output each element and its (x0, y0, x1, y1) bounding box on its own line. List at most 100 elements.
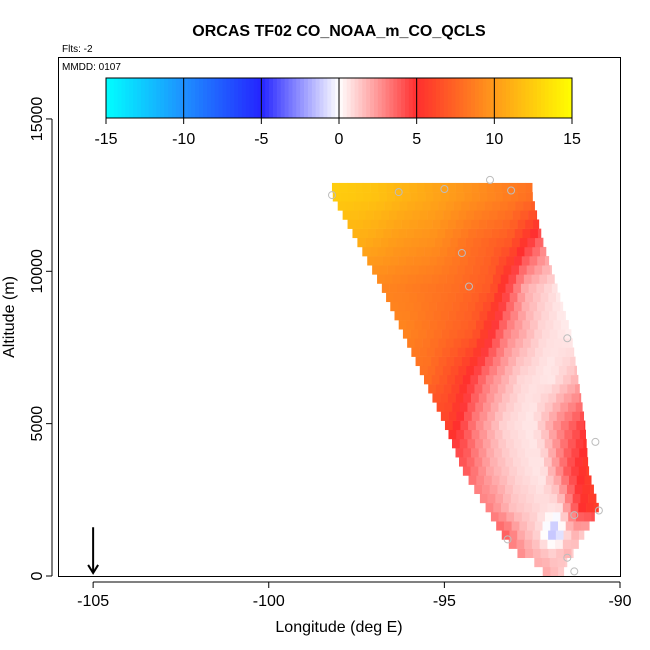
field-cell (495, 192, 504, 202)
field-cell (448, 192, 457, 202)
colorbar-segment (467, 78, 472, 118)
field-cell (433, 192, 442, 202)
field-cell (449, 265, 458, 275)
field-cell (497, 484, 506, 495)
field-cell (498, 512, 507, 522)
field-cell (549, 411, 558, 421)
field-cell (451, 283, 460, 293)
observation-point (503, 535, 512, 544)
field-cell (568, 402, 577, 412)
field-cell (461, 201, 470, 211)
field-cell (494, 292, 503, 303)
colorbar-segment (443, 78, 449, 118)
field-cell (534, 521, 543, 531)
field-cell (555, 502, 564, 513)
field-cell (414, 338, 423, 348)
colorbar-segment (490, 78, 495, 118)
field-cell (480, 329, 489, 339)
field-cell (547, 466, 556, 476)
colorbar-segment (447, 78, 453, 118)
colorbar-segment (474, 78, 480, 118)
colorbar-segment (416, 78, 421, 118)
field-cell (456, 411, 465, 421)
field-cell (448, 429, 457, 440)
field-cell (431, 374, 440, 385)
field-cell (510, 310, 519, 321)
field-cell (505, 457, 514, 467)
field-cell (402, 310, 411, 321)
field-cell (514, 420, 523, 431)
field-cell (512, 365, 521, 376)
field-cell (483, 228, 492, 239)
field-cell (575, 384, 580, 394)
field-cell (533, 411, 542, 421)
field-cell (459, 283, 468, 293)
field-cell (497, 384, 506, 394)
field-cell (527, 365, 536, 376)
field-cell (468, 338, 477, 348)
field-cell (501, 530, 510, 540)
field-cell (535, 237, 544, 248)
field-cell (474, 210, 483, 220)
colorbar-segment (172, 78, 177, 118)
field-cell (510, 493, 519, 504)
field-cell (513, 402, 522, 412)
field-cell (464, 265, 473, 275)
colorbar-segment (564, 78, 569, 118)
field-cell (449, 329, 458, 339)
field-cell (537, 320, 546, 330)
field-cell (410, 192, 419, 202)
field-cell (514, 256, 523, 266)
field-cell (529, 512, 538, 522)
field-cell (541, 493, 550, 504)
field-cell (424, 182, 433, 193)
field-cell (463, 393, 472, 403)
field-cell (462, 466, 471, 476)
field-cell (501, 448, 510, 458)
field-cell (563, 393, 572, 403)
field-cell (574, 365, 577, 376)
field-cell (506, 402, 515, 412)
field-cell (487, 429, 496, 440)
field-cell (432, 292, 441, 303)
field-cell (400, 246, 409, 257)
field-cell (563, 548, 572, 559)
field-cell (549, 265, 552, 275)
field-cell (481, 210, 490, 220)
field-cell (495, 493, 504, 504)
field-cell (367, 256, 376, 266)
colorbar-segment (234, 78, 239, 118)
arrow-marker-head (87, 564, 99, 575)
colorbar-segment (556, 78, 561, 118)
field-cell (379, 265, 388, 275)
field-cell (501, 502, 510, 513)
field-cell (590, 484, 594, 495)
field-cell (504, 347, 513, 357)
field-cell (441, 265, 450, 275)
field-cell (391, 228, 400, 239)
field-cell (530, 320, 539, 330)
field-cell (390, 301, 399, 312)
field-cell (510, 429, 519, 440)
field-cell (447, 246, 456, 257)
field-cell (536, 457, 545, 467)
field-cell (463, 429, 472, 440)
colorbar-segment (459, 78, 464, 118)
field-cell (556, 292, 561, 303)
field-cell (516, 374, 525, 385)
field-cell (440, 182, 449, 193)
field-cell (456, 310, 465, 321)
field-cell (452, 402, 461, 412)
field-cell (350, 210, 359, 220)
observation-point (394, 188, 403, 197)
colorbar-segment (544, 78, 550, 118)
field-cell (496, 237, 505, 248)
observation-point (440, 185, 449, 193)
field-cell (419, 347, 428, 357)
field-cell (471, 219, 480, 229)
field-cell (505, 484, 514, 495)
colorbar-segment (203, 78, 208, 118)
field-cell (506, 256, 515, 266)
colorbar-tick-label: 15 (563, 131, 581, 148)
colorbar-segment (175, 78, 181, 118)
